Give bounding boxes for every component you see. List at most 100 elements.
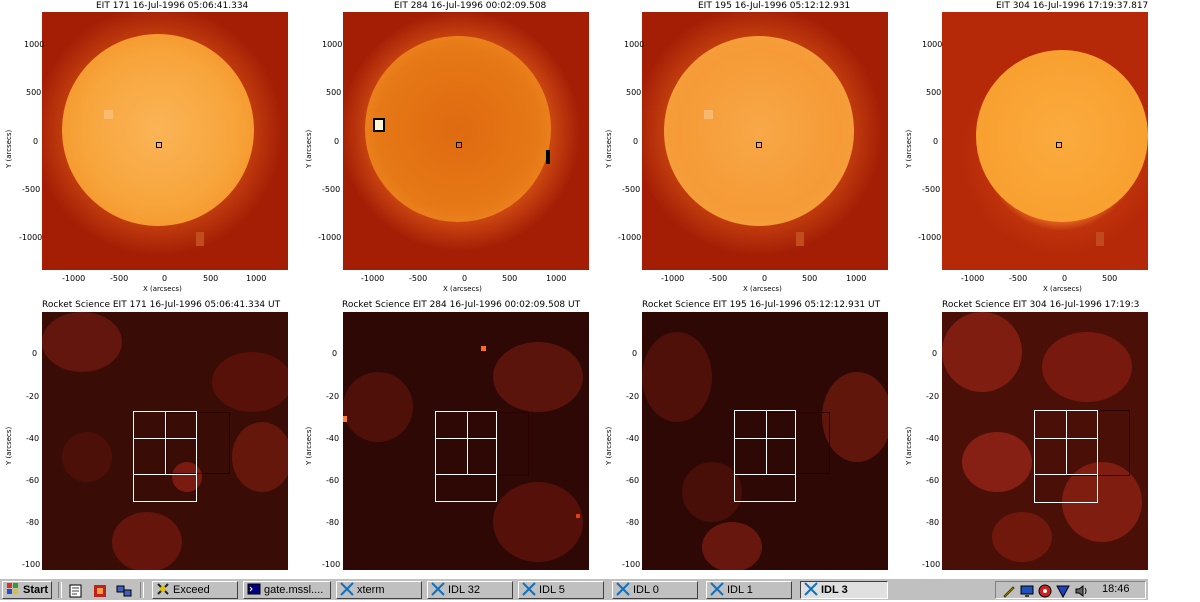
x-tick: 1000: [846, 274, 867, 283]
x-icon: [340, 582, 354, 596]
y-tick: -80: [26, 518, 40, 527]
x-axis-label: X (arcsecs): [1043, 285, 1082, 293]
y-tick: 0: [933, 137, 939, 146]
windows-logo-icon: [6, 582, 20, 596]
y-tick: 500: [326, 88, 342, 97]
volume-icon[interactable]: [1074, 583, 1088, 602]
taskbar-button-xterm[interactable]: xterm: [336, 581, 422, 599]
x-icon: [431, 582, 445, 596]
y-tick: -500: [322, 185, 341, 194]
y-tick: -60: [326, 476, 340, 485]
x-tick: -1000: [361, 274, 385, 283]
taskbar-button-label: Exceed: [173, 584, 210, 596]
solar-disk: [62, 34, 254, 226]
x-tick: -500: [409, 274, 428, 283]
zoom-image[interactable]: [942, 312, 1148, 570]
y-tick: -40: [626, 434, 640, 443]
sun-image[interactable]: [942, 12, 1148, 270]
y-tick: -40: [26, 434, 40, 443]
y-tick: -1000: [918, 233, 942, 242]
panel-title: Rocket Science EIT 304 16-Jul-1996 17:19…: [942, 300, 1140, 310]
y-tick: -80: [626, 518, 640, 527]
x-tick: 500: [802, 274, 818, 283]
taskbar-button-label: IDL 3: [821, 584, 848, 596]
taskbar-button-idl-0[interactable]: IDL 0: [612, 581, 698, 599]
y-axis-label: Y (arcsecs): [5, 129, 13, 168]
y-tick: -60: [926, 476, 940, 485]
taskbar-button-idl-5[interactable]: IDL 5: [518, 581, 604, 599]
y-tick: -100: [322, 560, 341, 569]
system-tray: 18:46: [995, 581, 1146, 599]
start-label: Start: [23, 584, 49, 596]
solar-disk: [664, 36, 854, 226]
y-tick: -1000: [19, 233, 43, 242]
solar-disk: [976, 50, 1148, 222]
clock[interactable]: 18:46: [1102, 583, 1130, 595]
start-button[interactable]: Start: [2, 581, 52, 599]
taskbar: Start Exceed gate.mssl.... xterm IDL 32 …: [0, 578, 1148, 600]
zoom-image[interactable]: [642, 312, 888, 570]
y-axis-label: Y (arcsecs): [305, 426, 313, 465]
y-tick: 1000: [322, 40, 343, 49]
y-tick: -40: [926, 434, 940, 443]
target-box: [156, 142, 162, 148]
x-tick: 500: [203, 274, 219, 283]
taskbar-button-label: gate.mssl....: [264, 584, 324, 596]
x-tick: 0: [162, 274, 168, 283]
y-tick: 0: [33, 137, 39, 146]
sun-image[interactable]: [343, 12, 589, 270]
x-axis-label: X (arcsecs): [443, 285, 482, 293]
x-tick: 1000: [246, 274, 267, 283]
y-axis-label: Y (arcsecs): [605, 426, 613, 465]
y-tick: -1000: [318, 233, 342, 242]
taskbar-button-idl-1[interactable]: IDL 1: [706, 581, 792, 599]
zoom-image[interactable]: [343, 312, 589, 570]
zoom-image[interactable]: [42, 312, 288, 570]
panel-title: EIT 171 16-Jul-1996 05:06:41.334: [96, 1, 249, 11]
panel-title: EIT 284 16-Jul-1996 00:02:09.508: [394, 1, 547, 11]
pen-icon[interactable]: [1002, 583, 1016, 602]
y-tick: -20: [926, 392, 940, 401]
taskbar-button-label: IDL 32: [448, 584, 481, 596]
taskbar-button-gate[interactable]: gate.mssl....: [243, 581, 331, 599]
sun-image[interactable]: [642, 12, 888, 270]
sun-image[interactable]: [42, 12, 288, 270]
taskbar-button-label: IDL 1: [727, 584, 753, 596]
taskbar-button-label: xterm: [357, 584, 385, 596]
target-box: [1056, 142, 1062, 148]
y-tick: 0: [633, 137, 639, 146]
target-box: [756, 142, 762, 148]
notepad-icon[interactable]: [68, 583, 84, 598]
x-icon: [804, 582, 818, 596]
x-icon: [710, 582, 724, 596]
y-tick: 500: [926, 88, 942, 97]
y-axis-label: Y (arcsecs): [605, 129, 613, 168]
x-tick: -500: [1009, 274, 1028, 283]
y-tick: -100: [922, 560, 941, 569]
y-tick: 0: [334, 137, 340, 146]
x-tick: 500: [502, 274, 518, 283]
y-tick: 0: [32, 349, 38, 358]
y-axis-label: Y (arcsecs): [305, 129, 313, 168]
taskbar-button-exceed[interactable]: Exceed: [152, 581, 238, 599]
x-axis-label: X (arcsecs): [743, 285, 782, 293]
y-tick: -100: [622, 560, 641, 569]
y-tick: 1000: [624, 40, 645, 49]
monitor-icon[interactable]: [1020, 583, 1034, 602]
y-tick: -500: [922, 185, 941, 194]
terminal-icon: [247, 582, 261, 596]
taskbar-button-idl-3[interactable]: IDL 3: [800, 581, 888, 599]
y-tick: -20: [326, 392, 340, 401]
app-red-icon[interactable]: [92, 583, 108, 597]
x-tick: 0: [762, 274, 768, 283]
shield-icon[interactable]: [1056, 583, 1070, 602]
x-icon: [616, 582, 630, 596]
panel-title: Rocket Science EIT 284 16-Jul-1996 00:02…: [342, 300, 581, 310]
record-icon[interactable]: [1038, 583, 1052, 602]
reference-box: [166, 412, 230, 474]
panel-title: EIT 304 16-Jul-1996 17:19:37.817: [996, 1, 1149, 11]
taskbar-button-idl-32[interactable]: IDL 32: [427, 581, 513, 599]
y-tick: -500: [622, 185, 641, 194]
x-tick: 1000: [546, 274, 567, 283]
network-icon[interactable]: [116, 583, 132, 597]
